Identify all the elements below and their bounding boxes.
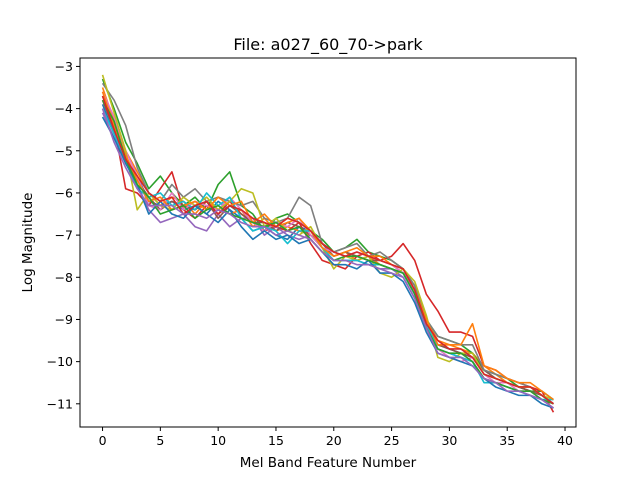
y-tick-label: −10: [47, 354, 73, 369]
y-tick-label: −6: [55, 185, 73, 200]
x-tick-label: 30: [441, 433, 457, 448]
series-line-14: [101, 95, 554, 405]
y-tick-label: −11: [47, 396, 73, 411]
series-line-15: [101, 108, 554, 409]
x-tick-label: 40: [557, 433, 573, 448]
x-tick-label: 35: [499, 433, 515, 448]
series-layer: [101, 74, 555, 413]
x-tick-label: 10: [210, 433, 226, 448]
plot-frame: [79, 57, 577, 428]
y-tick-label: −3: [55, 59, 73, 74]
y-axis-label: Log Magnitude: [20, 193, 36, 293]
x-tick-label: 20: [326, 433, 342, 448]
y-axis: −3 −4 −5 −6 −7 −8 −9 −10 −11: [47, 59, 80, 411]
x-axis: 0 5 10 15 20 25 30 35 40: [99, 427, 573, 448]
x-tick-label: 15: [268, 433, 284, 448]
y-tick-label: −8: [55, 270, 73, 285]
series-line-3: [101, 78, 554, 401]
y-tick-label: −9: [55, 312, 73, 327]
y-tick-label: −5: [55, 143, 73, 158]
chart-title: File: a027_60_70->park: [233, 35, 423, 55]
x-tick-label: 5: [156, 433, 164, 448]
x-tick-label: 0: [99, 433, 107, 448]
x-tick-label: 25: [384, 433, 400, 448]
x-axis-label: Mel Band Feature Number: [240, 455, 417, 471]
y-tick-label: −7: [55, 228, 73, 243]
y-tick-label: −4: [55, 101, 73, 116]
